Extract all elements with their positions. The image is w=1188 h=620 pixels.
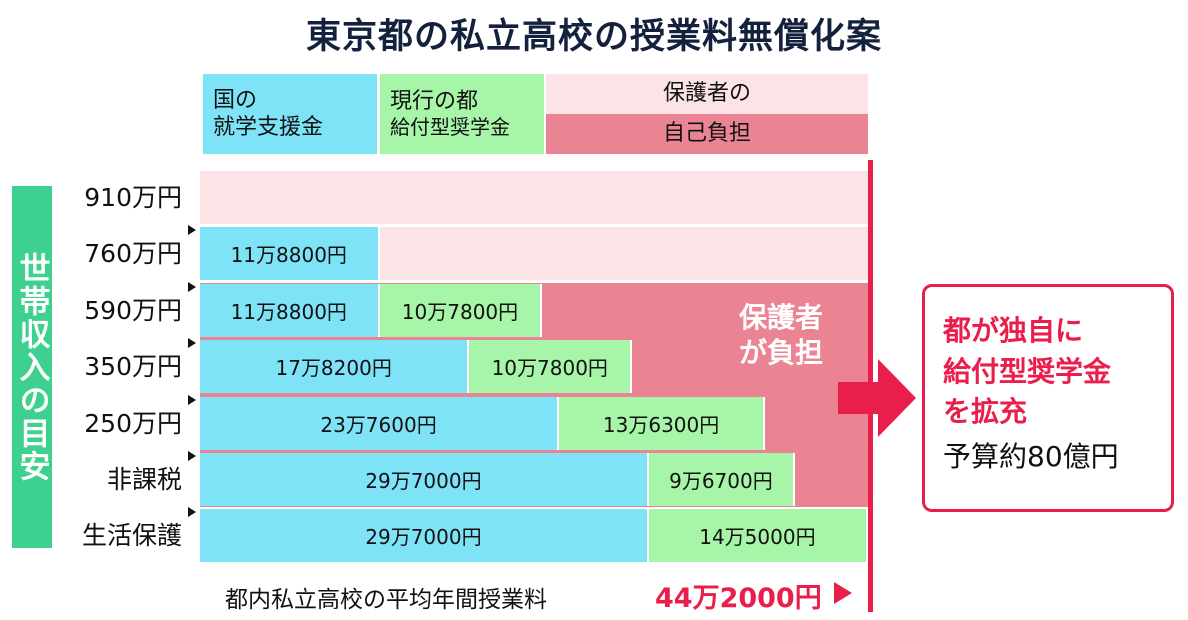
average-tuition-value: 44万2000円 [655,583,822,614]
row-marker-icon [188,338,196,349]
callout-line3: を拡充 [943,395,1028,429]
chart-title: 東京都の私立高校の授業料無償化案 [305,16,882,57]
callout-budget: 予算約80億円 [943,439,1119,473]
income-label: 非課税 [106,465,182,494]
arrow-right-icon [838,382,880,414]
income-label: 350万円 [84,352,182,382]
row-marker-icon [188,451,196,461]
income-label: 590万円 [84,295,182,325]
legend-metropolitan-scholarship: 現行の都 給付型奨学金 [380,74,544,154]
callout-line2: 給付型奨学金 [943,354,1112,388]
callout-line1: 都が独自に [943,314,1084,347]
triangle-right-icon [834,582,852,604]
legend-national-line1: 国の [213,87,258,113]
bar-national-support: 29万7000円 [200,453,649,506]
bar-scholarship: 9万6700円 [648,453,795,506]
row-marker-icon [188,281,196,292]
legend-guardian-line1: 保護者の [546,74,868,114]
bar-scholarship: 13万6300円 [559,396,766,450]
legend-scholarship-line2: 給付型奨学金 [390,115,510,140]
row-marker-icon [188,394,196,405]
legend-scholarship-line1: 現行の都 [390,88,479,114]
row-marker-icon [188,225,196,236]
guardian-label-line1: 保護者 [738,301,823,334]
arrow-right-icon-head [878,359,916,437]
income-label: 生活保護 [81,521,182,551]
row-marker-icon [188,507,196,518]
average-tuition-caption: 都内私立高校の平均年間授業料 [225,587,547,613]
legend-national-support: 国の 就学支援金 [203,74,377,154]
callout-box: 都が独自に 給付型奨学金 を拡充 予算約80億円 [922,284,1174,512]
bar-national-support: 23万7600円 [200,396,560,450]
bar-national-support: 11万8800円 [200,283,380,337]
bar-national-support: 17万8200円 [200,340,470,394]
bar-guardian [379,227,868,281]
bar-scholarship: 10万7800円 [379,283,543,337]
income-label: 910万円 [84,183,182,212]
guardian-label-line2: が負担 [738,336,823,369]
bar-national-support: 11万8800円 [200,227,380,281]
income-label: 250万円 [84,408,182,438]
legend-guardian-line2: 自己負担 [546,114,868,154]
bar-guardian [200,171,868,224]
income-label: 760万円 [84,239,182,269]
bar-scholarship: 14万5000円 [648,509,868,563]
y-axis-title: 世帯収入の目安 [12,186,52,548]
guardian-burden-label: 保護者 が負担 [706,300,856,370]
legend-national-line2: 就学支援金 [213,115,324,140]
bar-national-support: 29万7000円 [200,509,649,563]
bar-scholarship: 10万7800円 [469,340,633,394]
callout-headline: 都が独自に 給付型奨学金 を拡充 [943,311,1171,433]
